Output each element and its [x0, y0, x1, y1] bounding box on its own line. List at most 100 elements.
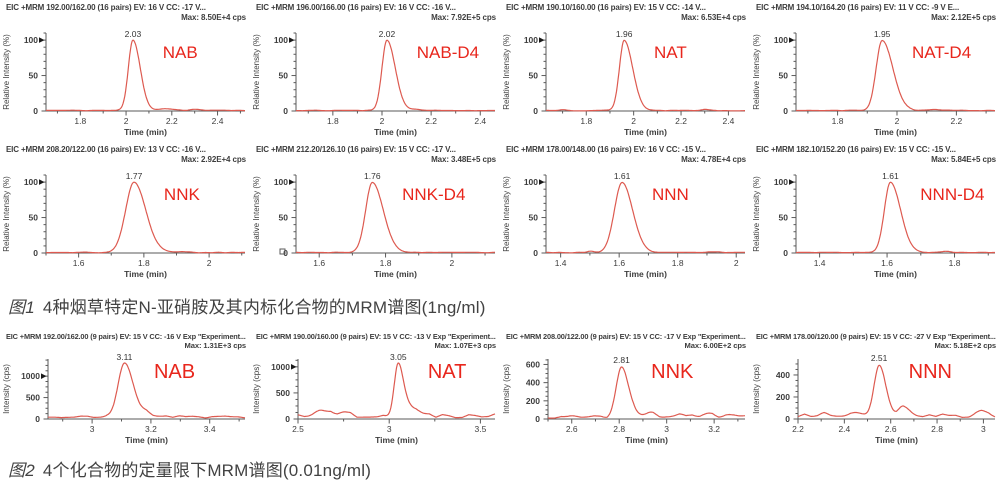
- chromatogram-plot: 1.6 1.8 2 Time (min) 0 50 100 Relative Intensit…: [2, 171, 245, 279]
- origin-square-icon: [279, 248, 286, 255]
- panel-max-cps-label: Max: 7.92E+5 cps: [431, 13, 496, 22]
- chromatogram-plot: 1.8 2 2.2 2.4 Time (min) 0 50 100 Relative Inten…: [252, 29, 495, 137]
- figure2-panel-grid: EIC +MRM 192.00/162.00 (9 pairs) EV: 15 …: [0, 329, 1000, 449]
- compound-name-label: NNN-D4: [920, 185, 984, 204]
- figure2-caption: 图2 4个化合物的定量限下MRM谱图(0.01ng/ml): [0, 456, 1000, 481]
- x-tick-label: 3: [981, 424, 986, 434]
- chromatogram-plot: 3 3.2 3.4 Time (min) 0 500 1000 Intensity (cps)…: [2, 352, 246, 445]
- panel-header: EIC +MRM 212.20/126.10 (16 pairs) EV: 15…: [250, 142, 500, 165]
- panel-header: EIC +MRM 208.00/122.00 (9 pairs) EV: 15 …: [500, 329, 750, 351]
- y-axis-title: Relative Intensity (%): [502, 34, 511, 110]
- chromatogram-panel-nab-d4: EIC +MRM 196.00/166.00 (16 pairs) EV: 16…: [250, 0, 500, 142]
- panel-max-cps-label: Max: 8.50E+4 cps: [181, 13, 246, 22]
- figure2-caption-text: 4个化合物的定量限下MRM谱图(0.01ng/ml): [42, 461, 372, 480]
- x-tick-label: 1.6: [313, 258, 325, 268]
- y-tick-label: 400: [776, 370, 790, 380]
- panel-header: EIC +MRM 178.00/120.00 (9 pairs) EV: 15 …: [750, 329, 1000, 351]
- panel-mrm-transition-label: EIC +MRM 196.00/166.00 (16 pairs) EV: 16…: [256, 3, 456, 12]
- x-axis-title: Time (min): [374, 127, 417, 137]
- chromatogram-curve: [548, 366, 746, 419]
- x-tick-label: 3.4: [204, 424, 216, 434]
- y-axis-title: Intensity (cps): [2, 364, 11, 414]
- panel-mrm-transition-label: EIC +MRM 182.10/152.20 (16 pairs) EV: 15…: [756, 145, 956, 154]
- x-tick-label: 2: [380, 116, 385, 126]
- panel-max-cps-label: Max: 5.84E+5 cps: [931, 155, 996, 164]
- x-tick-label: 3.2: [145, 424, 157, 434]
- y-tick-label: 0: [33, 106, 38, 116]
- compound-name-label: NNK: [164, 185, 201, 204]
- axis-scale-marker-icon: [39, 37, 45, 43]
- x-tick-label: 1.4: [814, 258, 826, 268]
- x-tick-label: 3.5: [474, 424, 486, 434]
- axis-scale-marker-icon: [39, 179, 45, 185]
- plot-axes: [45, 175, 245, 254]
- x-tick-label: 1.8: [327, 116, 339, 126]
- y-tick-label: 1000: [21, 371, 40, 381]
- chromatogram-plot: 1.4 1.6 1.8 Time (min) 0 50 100 Relative Intens…: [752, 171, 995, 279]
- chromatogram-panel-nnk: EIC +MRM 208.20/122.00 (16 pairs) EV: 13…: [0, 142, 250, 284]
- peak-time-label: 1.61: [882, 171, 899, 181]
- panel-max-cps-label: Max: 3.48E+5 cps: [431, 155, 496, 164]
- peak-time-label: 2.51: [871, 353, 888, 363]
- y-tick-label: 100: [24, 177, 38, 187]
- x-tick-label: 1.6: [613, 258, 625, 268]
- x-tick-label: 1.8: [949, 258, 961, 268]
- peak-time-label: 1.61: [614, 171, 631, 181]
- y-tick-label: 0: [535, 414, 540, 424]
- panel-header: EIC +MRM 194.10/164.20 (16 pairs) EV: 11…: [750, 0, 1000, 23]
- panel-max-cps-label: Max: 5.18E+2 cps: [934, 341, 996, 351]
- chromatogram-plot: 1.4 1.6 1.8 2 Time (min) 0 50 100 Relative Inten…: [502, 171, 745, 279]
- y-axis-title: Relative Intensity (%): [2, 34, 11, 110]
- panel-header: EIC +MRM 208.20/122.00 (16 pairs) EV: 13…: [0, 142, 250, 165]
- y-tick-label: 50: [529, 213, 539, 223]
- axis-scale-marker-icon: [289, 37, 295, 43]
- x-tick-label: 2: [734, 258, 739, 268]
- y-tick-label: 200: [776, 392, 790, 402]
- panel-mrm-transition-label: EIC +MRM 190.00/160.00 (9 pairs) EV: 15 …: [256, 332, 496, 341]
- x-tick-label: 2: [631, 116, 636, 126]
- y-tick-label: 0: [283, 248, 288, 258]
- y-tick-label: 0: [33, 248, 38, 258]
- y-tick-label: 50: [779, 213, 789, 223]
- y-tick-label: 0: [783, 248, 788, 258]
- y-tick-label: 100: [524, 35, 538, 45]
- x-tick-label: 2.4: [723, 116, 735, 126]
- peak-time-label: 1.77: [126, 171, 143, 181]
- chromatogram-plot: 1.6 1.8 2 Time (min) 0 50 100 Relative Intensit…: [252, 171, 496, 279]
- plot-axes: [545, 175, 745, 254]
- y-axis-title: Relative Intensity (%): [752, 34, 761, 110]
- chromatogram-panel-nnn: EIC +MRM 178.00/120.00 (9 pairs) EV: 15 …: [750, 329, 1000, 449]
- panel-header: EIC +MRM 192.00/162.00 (9 pairs) EV: 15 …: [0, 329, 250, 351]
- y-axis-title: Relative Intensity (%): [252, 176, 261, 252]
- compound-name-label: NNN: [652, 185, 689, 204]
- x-tick-label: 3: [664, 424, 669, 434]
- chromatogram-plot: 2.2 2.4 2.6 2.8 3 Time (min) 0 200 400 Intensity …: [752, 353, 996, 445]
- panel-max-cps-label: Max: 6.00E+2 cps: [684, 341, 746, 351]
- chromatogram-panel-nnk-d4: EIC +MRM 212.20/126.10 (16 pairs) EV: 15…: [250, 142, 500, 284]
- chromatogram-panel-nab: EIC +MRM 192.00/162.00 (16 pairs) EV: 16…: [0, 0, 250, 142]
- peak-time-label: 1.76: [364, 171, 381, 181]
- x-tick-label: 1.4: [555, 258, 567, 268]
- compound-name-label: NAB: [163, 43, 198, 62]
- x-axis-title: Time (min): [124, 269, 167, 279]
- chromatogram-plot: 2.5 3 3.5 Time (min) 0 500 1000 Intensity (cps)…: [252, 352, 496, 445]
- chromatogram-curve: [296, 181, 496, 254]
- chromatogram-panel-nat-d4: EIC +MRM 194.10/164.20 (16 pairs) EV: 11…: [750, 0, 1000, 142]
- peak-time-label: 2.81: [613, 355, 630, 365]
- compound-name-label: NNK-D4: [402, 185, 465, 204]
- panel-mrm-transition-label: EIC +MRM 192.00/162.00 (9 pairs) EV: 15 …: [6, 332, 246, 341]
- chromatogram-curve: [46, 39, 245, 112]
- x-axis-title: Time (min): [624, 127, 667, 137]
- x-axis-title: Time (min): [625, 435, 668, 445]
- compound-name-label: NAB-D4: [417, 43, 479, 62]
- y-tick-label: 0: [283, 106, 288, 116]
- x-tick-label: 1.8: [74, 116, 86, 126]
- panel-max-cps-label: Max: 4.78E+4 cps: [681, 155, 746, 164]
- plot-axes: [547, 358, 745, 420]
- x-axis-title: Time (min): [125, 435, 168, 445]
- x-tick-label: 2.6: [566, 424, 578, 434]
- x-tick-label: 2.4: [838, 424, 850, 434]
- chromatogram-panel-nat: EIC +MRM 190.10/160.00 (16 pairs) EV: 15…: [500, 0, 750, 142]
- chromatogram-plot: 2.6 2.8 3 3.2 Time (min) 0 200 400 600 Intensity …: [502, 355, 746, 445]
- panel-mrm-transition-label: EIC +MRM 192.00/162.00 (16 pairs) EV: 16…: [6, 3, 206, 12]
